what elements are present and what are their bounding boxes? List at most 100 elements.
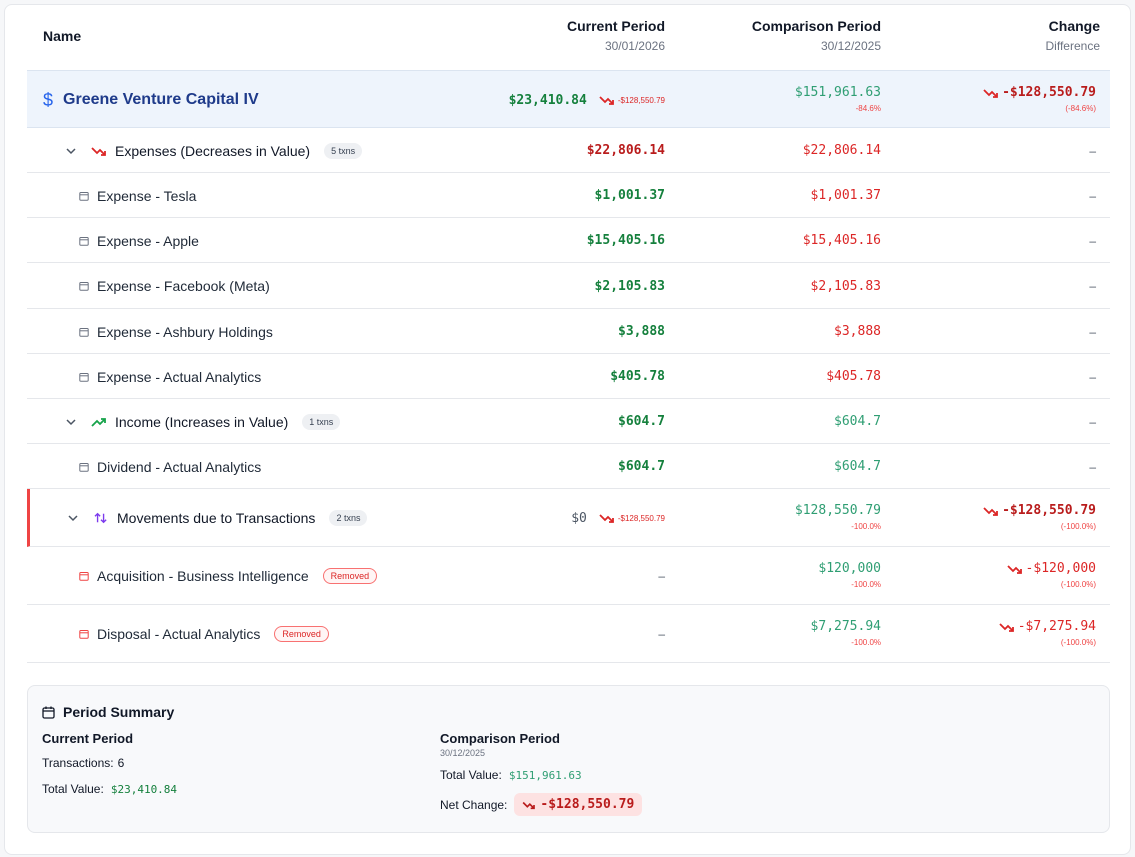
comparison-total-label: Total Value: xyxy=(440,768,502,782)
row-label: Expense - Apple xyxy=(97,232,199,249)
calendar-icon xyxy=(79,572,89,581)
movements-txn-badge: 2 txns xyxy=(329,510,368,526)
summary-comparison-heading: Comparison Period xyxy=(440,731,560,746)
row-comparison-value: $3,888 xyxy=(834,324,881,339)
calendar-icon xyxy=(79,327,89,337)
income-group-row[interactable]: Income (Increases in Value) 1 txns $604.… xyxy=(27,399,1110,444)
column-name[interactable]: Name xyxy=(43,28,82,44)
row-comparison-pct: -100.0% xyxy=(851,580,881,589)
current-total-value: $23,410.84 xyxy=(110,782,178,796)
chevron-down-icon[interactable] xyxy=(65,145,77,157)
row-change-value: – xyxy=(1089,369,1096,384)
calendar-icon xyxy=(79,372,89,382)
dollar-icon: $ xyxy=(43,89,54,110)
row-change-value: – xyxy=(1089,324,1096,339)
row-change-value: – xyxy=(1089,459,1096,474)
account-change-pct: (-84.6%) xyxy=(1065,104,1096,113)
income-change-value: – xyxy=(1089,414,1096,429)
column-current-period[interactable]: Current Period xyxy=(566,18,665,34)
row-comparison-value: $15,405.16 xyxy=(802,233,881,248)
expenses-txn-badge: 5 txns xyxy=(324,142,363,159)
row-current-value: $3,888 xyxy=(618,324,665,339)
movements-change-pct: (-100.0%) xyxy=(1060,522,1096,531)
summary-title: Period Summary xyxy=(63,704,175,720)
row-change-value: – xyxy=(1089,233,1096,248)
movements-group-label: Movements due to Transactions xyxy=(117,510,316,526)
row-comparison-value: $7,275.94 xyxy=(810,619,881,634)
current-total-label: Total Value: xyxy=(42,782,104,796)
table-row[interactable]: Dividend - Actual Analytics $604.7 $604.… xyxy=(27,444,1110,489)
calendar-icon xyxy=(42,706,55,719)
expenses-current-value: $22,806.14 xyxy=(586,143,665,158)
calendar-icon xyxy=(79,630,89,639)
account-current-delta: -$128,550.79 xyxy=(617,95,665,105)
calendar-icon xyxy=(79,282,89,291)
period-summary: Period Summary Current Period Transactio… xyxy=(27,685,1110,833)
row-current-value: – xyxy=(658,627,665,641)
column-comparison-period[interactable]: Comparison Period xyxy=(751,18,881,34)
column-change[interactable]: Change xyxy=(1048,18,1100,34)
row-comparison-value: $405.78 xyxy=(826,369,881,384)
table-row[interactable]: Expense - Facebook (Meta) $2,105.83 $2,1… xyxy=(27,263,1110,309)
account-comparison-pct: -84.6% xyxy=(855,104,881,113)
expenses-change-value: – xyxy=(1089,143,1096,158)
expenses-group-label: Expenses (Decreases in Value) xyxy=(115,142,311,159)
row-current-value: $1,001.37 xyxy=(594,188,665,203)
summary-comparison-date: 30/12/2025 xyxy=(440,748,486,758)
table-row[interactable]: Expense - Actual Analytics $405.78 $405.… xyxy=(27,354,1110,399)
row-current-value: $604.7 xyxy=(618,459,665,474)
account-row[interactable]: $ Greene Venture Capital IV $23,410.84 -… xyxy=(27,70,1110,128)
trend-down-icon xyxy=(983,506,998,516)
row-change-value: – xyxy=(1089,279,1096,293)
net-change-chip: -$128,550.79 xyxy=(514,793,643,816)
trend-up-icon xyxy=(91,417,106,427)
trend-down-icon xyxy=(983,88,998,98)
row-change-pct: (-100.0%) xyxy=(1060,580,1096,589)
current-period-date: 30/01/2026 xyxy=(604,39,665,53)
swap-vertical-icon xyxy=(94,512,107,524)
row-label: Disposal - Actual Analytics xyxy=(97,626,261,642)
expenses-group-row[interactable]: Expenses (Decreases in Value) 5 txns $22… xyxy=(27,128,1110,173)
removed-badge: Removed xyxy=(274,626,329,642)
table-row[interactable]: Expense - Tesla $1,001.37 $1,001.37 – xyxy=(27,173,1110,218)
row-comparison-value: $604.7 xyxy=(834,459,881,474)
income-current-value: $604.7 xyxy=(618,414,665,429)
comparison-total-value: $151,961.63 xyxy=(508,768,582,782)
net-change-label: Net Change: xyxy=(440,797,508,812)
calendar-icon xyxy=(79,236,89,246)
row-current-value: – xyxy=(658,569,665,583)
calendar-icon xyxy=(79,191,89,201)
row-label: Expense - Tesla xyxy=(97,187,197,204)
movements-current-delta: -$128,550.79 xyxy=(617,513,665,523)
row-current-value: $405.78 xyxy=(610,369,665,384)
account-comparison-value: $151,961.63 xyxy=(794,85,881,100)
table-row[interactable]: Expense - Ashbury Holdings $3,888 $3,888… xyxy=(27,309,1110,354)
table-row[interactable]: Disposal - Actual Analytics Removed – $7… xyxy=(27,605,1110,663)
row-label: Expense - Facebook (Meta) xyxy=(97,278,270,294)
movements-comparison-pct: -100.0% xyxy=(851,522,881,531)
row-current-value: $15,405.16 xyxy=(586,233,665,248)
account-current-value: $23,410.84 xyxy=(508,92,587,108)
chevron-down-icon[interactable] xyxy=(67,512,79,524)
table-row[interactable]: Acquisition - Business Intelligence Remo… xyxy=(27,547,1110,605)
comparison-period-date: 30/12/2025 xyxy=(820,39,881,53)
row-label: Expense - Ashbury Holdings xyxy=(97,323,273,340)
trend-down-icon xyxy=(599,96,614,105)
transactions-count: 6 xyxy=(117,756,125,770)
row-label: Acquisition - Business Intelligence xyxy=(97,568,309,584)
chevron-down-icon[interactable] xyxy=(65,416,77,428)
movements-comparison-value: $128,550.79 xyxy=(794,503,881,518)
account-change-value: -$128,550.79 xyxy=(1002,85,1096,100)
movements-group-row[interactable]: Movements due to Transactions 2 txns $0 … xyxy=(27,489,1110,547)
account-title: Greene Venture Capital IV xyxy=(63,91,259,108)
row-label: Expense - Actual Analytics xyxy=(97,368,262,385)
transactions-label: Transactions: xyxy=(42,756,114,770)
movements-current-value: $0 xyxy=(571,510,587,526)
table-row[interactable]: Expense - Apple $15,405.16 $15,405.16 – xyxy=(27,218,1110,263)
calendar-icon xyxy=(79,462,89,472)
row-change-value: -$7,275.94 xyxy=(1017,619,1096,634)
comparison-card: Name Current Period 30/01/2026 Compariso… xyxy=(4,4,1131,855)
movements-change-value: -$128,550.79 xyxy=(1002,503,1096,518)
row-change-pct: (-100.0%) xyxy=(1060,638,1096,647)
row-comparison-value: $2,105.83 xyxy=(810,278,881,294)
